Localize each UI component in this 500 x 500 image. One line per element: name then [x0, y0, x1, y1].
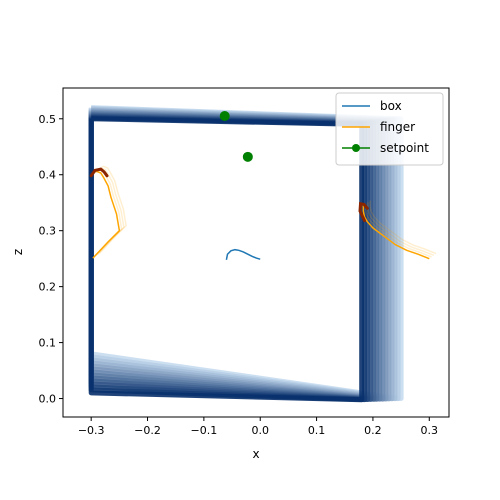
legend-label-box: box: [380, 99, 402, 113]
x-tick-label: −0.1: [191, 424, 218, 437]
y-tick-label: 0.1: [39, 337, 57, 350]
finger-path-shadow: [367, 202, 435, 256]
finger-path-shadow: [99, 165, 127, 254]
x-tick-label: −0.2: [134, 424, 161, 437]
box-frame-outline: [88, 116, 365, 403]
finger-path: [92, 170, 121, 259]
setpoint-marker: [219, 110, 230, 121]
finger-path-shadow: [369, 200, 437, 255]
x-tick-label: 0.3: [421, 424, 439, 437]
finger-path-shadow: [364, 203, 432, 258]
y-tick-label: 0.0: [39, 393, 57, 406]
x-tick-label: 0.2: [364, 424, 382, 437]
x-axis-label: x: [252, 447, 259, 461]
axes-frame: [62, 87, 450, 418]
finger-path-shadow: [96, 167, 125, 256]
y-tick-label: 0.3: [39, 225, 57, 238]
legend-label-setpoint: setpoint: [380, 141, 429, 155]
y-tick-label: 0.2: [39, 281, 57, 294]
box-trajectory-line: [225, 248, 261, 260]
x-tick-label: 0.1: [308, 424, 326, 437]
finger-path: [362, 205, 430, 260]
axes: −0.3 −0.2 −0.1 0.0 0.1 0.2 0.3 0.0 0.1 0.2 0.3 0.4 0…: [39, 87, 450, 437]
legend-marker-setpoint: [352, 144, 360, 152]
fingertip-trail: [89, 167, 109, 178]
legend: box finger setpoint: [335, 92, 444, 166]
setpoint-marker: [242, 151, 253, 162]
x-tick-label: −0.3: [78, 424, 105, 437]
legend-box: [335, 92, 444, 166]
plot-area: [88, 105, 437, 403]
y-axis-label: z: [11, 249, 25, 255]
x-tick-label: 0.0: [251, 424, 269, 437]
legend-label-finger: finger: [380, 120, 415, 134]
y-tick-label: 0.5: [39, 113, 57, 126]
y-tick-label: 0.4: [39, 169, 57, 182]
fingertip-trail: [358, 202, 369, 223]
